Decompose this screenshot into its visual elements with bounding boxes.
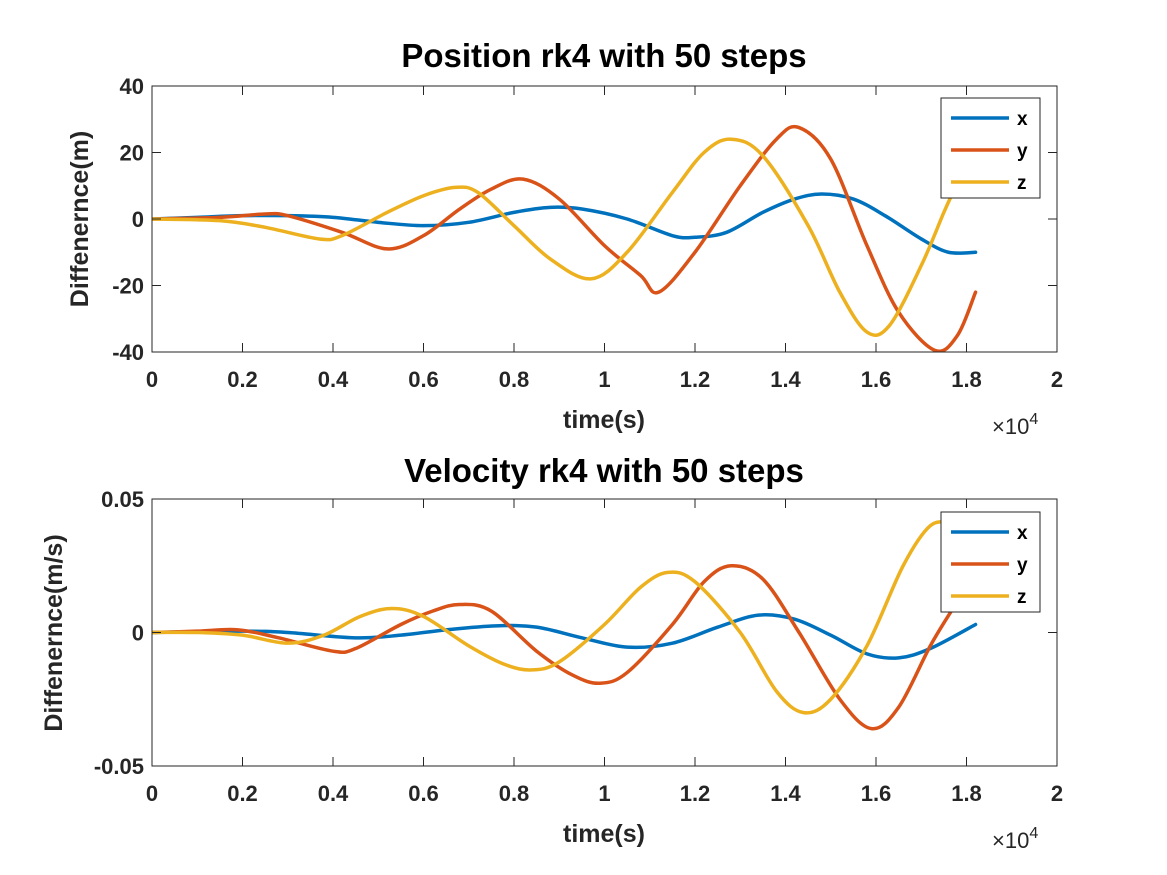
velocity-x-tick-label: 0.4 bbox=[318, 781, 349, 806]
position-y-tick-label: -20 bbox=[112, 274, 144, 299]
velocity-series-lines bbox=[152, 520, 978, 731]
position-x-tick-label: 0.6 bbox=[408, 367, 439, 392]
position-subplot: Position rk4 with 50 steps 0 0.2 0.4 0.6 0.8… bbox=[66, 37, 1063, 439]
position-legend-label-x: x bbox=[1017, 109, 1028, 130]
position-legend: xyz bbox=[940, 97, 1041, 199]
position-y-tick-label: 0 bbox=[132, 207, 144, 232]
velocity-x-tick-label: 0.6 bbox=[408, 781, 439, 806]
velocity-x-tick-label: 0 bbox=[146, 781, 158, 806]
position-series-lines bbox=[152, 124, 978, 352]
position-legend-label-y: y bbox=[1017, 141, 1028, 162]
position-y-tick-label: 20 bbox=[120, 141, 144, 166]
position-x-exponent-power: 4 bbox=[1029, 411, 1038, 428]
velocity-x-axis-label: time(s) bbox=[563, 820, 645, 848]
velocity-subplot: Velocity rk4 with 50 steps 0 0.2 0.4 0.6 0.8… bbox=[40, 452, 1063, 853]
velocity-legend-label-z: z bbox=[1017, 587, 1027, 608]
velocity-x-tick-label: 2 bbox=[1051, 781, 1063, 806]
velocity-x-exponent-base: ×10 bbox=[992, 828, 1029, 853]
velocity-x-tick-label: 1.6 bbox=[861, 781, 892, 806]
velocity-y-tick-label: 0 bbox=[132, 621, 144, 646]
position-y-tick-label: -40 bbox=[112, 340, 144, 365]
position-y-tick-label: 40 bbox=[120, 74, 144, 99]
position-x-axis-label: time(s) bbox=[563, 406, 645, 434]
velocity-y-tick-label: -0.05 bbox=[94, 754, 144, 779]
position-x-exponent-base: ×10 bbox=[992, 414, 1029, 439]
position-plot-frame bbox=[151, 85, 1058, 353]
position-x-exponent: ×104 bbox=[992, 411, 1038, 439]
position-series-z-line bbox=[152, 137, 955, 338]
velocity-legend: xyz bbox=[940, 511, 1041, 613]
velocity-x-exponent-power: 4 bbox=[1029, 825, 1038, 842]
svg-text:×104: ×104 bbox=[992, 411, 1038, 439]
position-x-tick-label: 1.6 bbox=[861, 367, 892, 392]
position-x-tick-label: 1.4 bbox=[770, 367, 801, 392]
position-x-tick-label: 1.8 bbox=[951, 367, 982, 392]
velocity-series-y-line bbox=[152, 563, 955, 731]
velocity-legend-label-x: x bbox=[1017, 523, 1028, 544]
position-series-y-line bbox=[152, 124, 978, 352]
position-x-tick-label: 1.2 bbox=[680, 367, 711, 392]
velocity-legend-label-y: y bbox=[1017, 555, 1028, 576]
svg-text:×104: ×104 bbox=[992, 825, 1038, 853]
position-x-tick-label: 0.4 bbox=[318, 367, 349, 392]
velocity-x-tick-label: 1.4 bbox=[770, 781, 801, 806]
position-chart-title: Position rk4 with 50 steps bbox=[401, 37, 806, 74]
position-legend-label-z: z bbox=[1017, 173, 1027, 194]
velocity-y-tick-label: 0.05 bbox=[101, 487, 144, 512]
velocity-x-tick-label: 1.8 bbox=[951, 781, 982, 806]
position-x-tick-label: 2 bbox=[1051, 367, 1063, 392]
velocity-x-exponent: ×104 bbox=[992, 825, 1038, 853]
velocity-x-tick-label: 0.2 bbox=[227, 781, 258, 806]
velocity-chart-title: Velocity rk4 with 50 steps bbox=[404, 452, 804, 489]
velocity-x-tick-label: 0.8 bbox=[499, 781, 530, 806]
position-x-tick-label: 1 bbox=[598, 367, 610, 392]
position-y-axis-label: Diffenernce(m) bbox=[66, 131, 94, 307]
velocity-x-tick-label: 1 bbox=[598, 781, 610, 806]
position-x-tick-label: 0.8 bbox=[499, 367, 530, 392]
position-x-tick-label: 0.2 bbox=[227, 367, 258, 392]
position-series-x-line bbox=[152, 192, 978, 255]
velocity-series-z-line bbox=[152, 520, 955, 715]
velocity-x-tick-label: 1.2 bbox=[680, 781, 711, 806]
velocity-series-x-line bbox=[152, 612, 978, 660]
velocity-y-axis-label: Diffenernce(m/s) bbox=[40, 534, 68, 731]
position-x-tick-label: 0 bbox=[146, 367, 158, 392]
